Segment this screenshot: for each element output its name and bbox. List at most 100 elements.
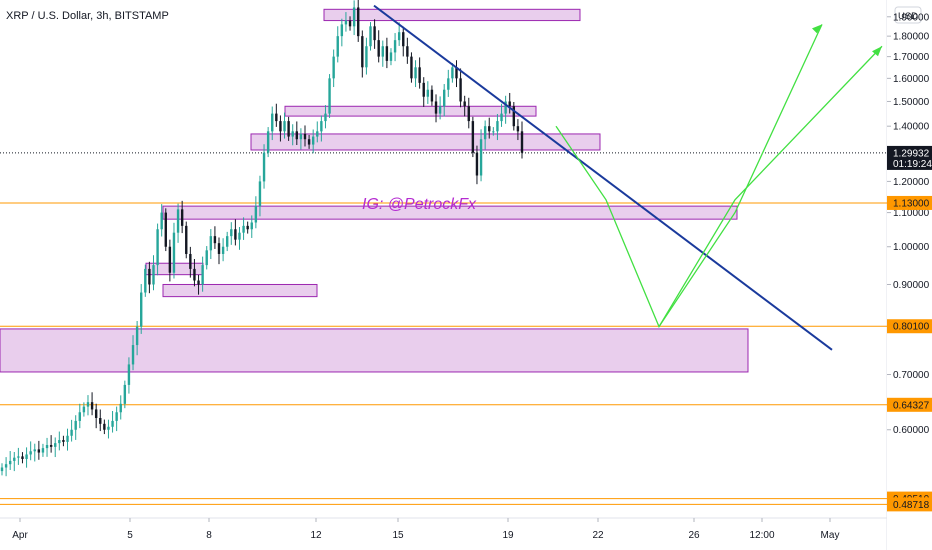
level-badge-label: 0.48718: [893, 500, 930, 511]
candle-body: [70, 429, 73, 436]
candle-body: [0, 467, 4, 472]
level-badge: [887, 497, 932, 512]
price-tick-label: 1.00000: [893, 242, 930, 253]
candle-body: [242, 225, 245, 233]
candle-body: [344, 20, 348, 25]
grid: [0, 0, 888, 550]
candle-body: [328, 78, 331, 114]
supply-zone: [323, 8, 581, 22]
candle-body: [262, 152, 266, 182]
candle-body: [385, 46, 389, 61]
arrowhead-b: [872, 46, 882, 57]
candle-body: [238, 232, 241, 240]
candle-body: [467, 106, 470, 122]
candle-body: [94, 409, 98, 419]
time-tick-label: 12:00: [749, 530, 774, 541]
candle-body: [8, 460, 12, 465]
time-tick-label: 12: [310, 530, 322, 541]
candle-body: [438, 106, 442, 114]
candle-body: [295, 131, 299, 140]
candle-body: [131, 345, 135, 365]
candle-body: [340, 24, 344, 37]
candle-body: [275, 113, 278, 122]
candle-body: [287, 121, 290, 137]
candle-body: [283, 121, 286, 132]
candle-body: [365, 46, 368, 68]
candle-body: [103, 423, 106, 430]
candle-body: [381, 46, 384, 57]
candle-body: [488, 126, 491, 132]
candle-body: [176, 209, 180, 233]
candle-body: [156, 229, 159, 266]
candle-body: [180, 209, 184, 226]
candle-body: [135, 326, 139, 346]
price-tick-label: 1.70000: [893, 52, 930, 63]
candle-body: [250, 222, 253, 230]
candle-body: [500, 113, 503, 122]
candle-body: [434, 101, 438, 114]
candle-body: [324, 113, 327, 122]
candle-body: [471, 121, 475, 153]
candle-body: [54, 443, 57, 447]
candle-body: [90, 402, 94, 410]
candles-layer: [0, 0, 524, 477]
candle-body: [234, 229, 237, 240]
candle-body: [492, 131, 495, 133]
candle-body: [463, 101, 466, 107]
candle-body: [217, 243, 221, 254]
price-axis[interactable]: [887, 0, 932, 550]
candle-body: [74, 420, 77, 430]
candle-body: [254, 206, 258, 223]
candle-body: [311, 136, 315, 145]
candle-body: [127, 364, 131, 385]
current-price-label: 1.29932: [893, 148, 930, 159]
level-badge-label: 1.13000: [893, 198, 930, 209]
candle-body: [160, 212, 163, 230]
price-tick-label: 1.60000: [893, 74, 930, 85]
candle-body: [516, 126, 520, 132]
time-tick-label: 22: [592, 530, 604, 541]
candle-body: [352, 7, 356, 27]
candle-body: [397, 32, 401, 41]
candle-body: [258, 181, 262, 207]
candle-body: [475, 152, 479, 176]
level-badge: [887, 195, 932, 210]
candle-body: [111, 420, 114, 427]
candle-body: [369, 26, 372, 47]
candle-body: [185, 225, 188, 254]
candle-body: [426, 89, 430, 97]
candle-body: [45, 444, 49, 449]
candle-body: [332, 56, 335, 79]
candle-body: [459, 78, 462, 102]
price-tick-label: 1.40000: [893, 122, 930, 133]
candle-body: [37, 449, 41, 453]
candle-body: [107, 426, 110, 430]
candle-body: [4, 464, 8, 468]
arrowhead-a: [812, 24, 822, 34]
candle-body: [246, 225, 249, 230]
candle-body: [213, 236, 217, 244]
zones-layer: [0, 8, 749, 373]
candle-body: [205, 250, 208, 266]
trendline: [373, 4, 833, 351]
level-badge: [887, 397, 932, 412]
candle-body: [266, 131, 270, 153]
price-tick-label: 0.90000: [893, 280, 930, 291]
countdown-label: 01:19:24: [893, 159, 932, 170]
candle-body: [17, 456, 20, 458]
candle-body: [144, 268, 147, 293]
time-tick-label: 15: [392, 530, 404, 541]
time-tick-label: 5: [127, 530, 133, 541]
currency-badge[interactable]: [894, 6, 922, 24]
time-tick-label: 8: [206, 530, 212, 541]
level-badge-label: 0.64327: [893, 400, 930, 411]
candle-body: [230, 229, 233, 237]
candle-body: [66, 435, 69, 442]
candle-body: [49, 444, 53, 447]
supply-zone: [250, 133, 601, 151]
candle-body: [148, 268, 151, 285]
candle-body: [307, 139, 311, 145]
price-axis-labels: 1.90000 1.80000 1.70000 1.60000 1.50000 1.400…: [887, 12, 930, 436]
candle-body: [447, 78, 450, 90]
